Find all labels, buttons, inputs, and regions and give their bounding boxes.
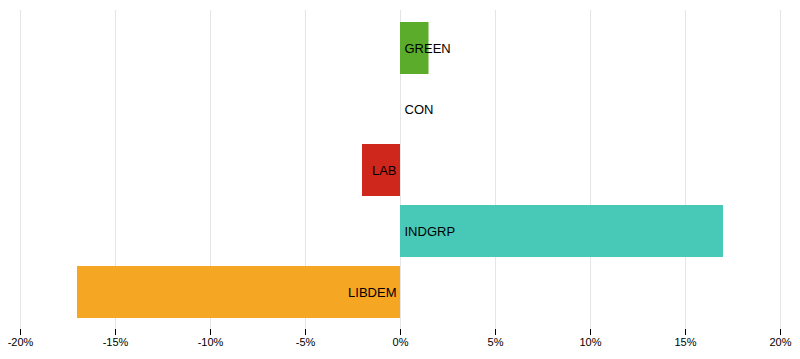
- svg-text:10%: 10%: [579, 336, 601, 348]
- svg-text:CON: CON: [405, 102, 434, 117]
- svg-text:5%: 5%: [488, 336, 504, 348]
- svg-text:INDGRP: INDGRP: [405, 224, 456, 239]
- svg-text:GREEN: GREEN: [405, 41, 451, 56]
- svg-text:-20%: -20%: [8, 336, 34, 348]
- svg-text:LIBDEM: LIBDEM: [348, 285, 396, 300]
- svg-text:-15%: -15%: [103, 336, 129, 348]
- svg-text:LAB: LAB: [372, 163, 397, 178]
- svg-text:-10%: -10%: [198, 336, 224, 348]
- svg-text:0%: 0%: [393, 336, 409, 348]
- svg-text:15%: 15%: [674, 336, 696, 348]
- svg-text:20%: 20%: [769, 336, 791, 348]
- svg-text:-5%: -5%: [296, 336, 316, 348]
